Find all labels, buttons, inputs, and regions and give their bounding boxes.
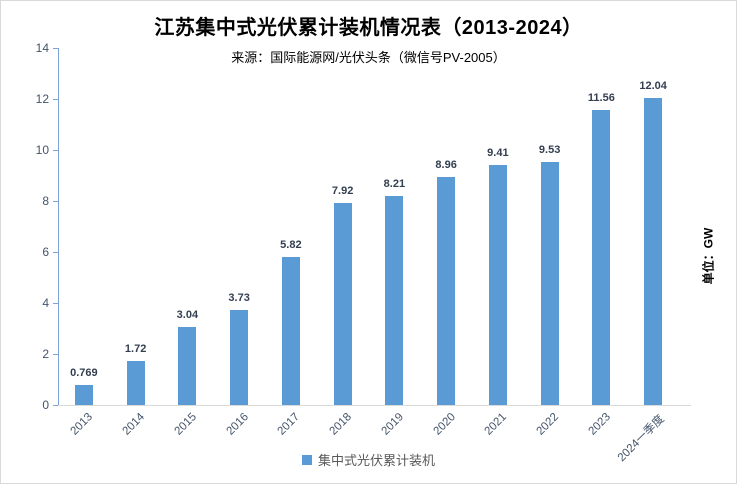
y-tick xyxy=(53,150,58,151)
bar-value-label: 8.96 xyxy=(435,158,457,171)
x-tick-label: 2013 xyxy=(68,411,96,438)
chart-title: 江苏集中式光伏累计装机情况表（2013-2024） xyxy=(154,17,583,39)
y-tick xyxy=(53,303,58,304)
x-tick-label: 2015 xyxy=(172,411,199,438)
y-tick xyxy=(53,48,58,49)
bar-value-label: 9.41 xyxy=(487,147,509,160)
bar xyxy=(592,110,611,405)
legend: 集中式光伏累计装机 xyxy=(1,450,736,469)
x-axis-line xyxy=(58,405,691,406)
y-tick-label: 0 xyxy=(42,398,49,412)
legend-swatch-icon xyxy=(301,454,312,465)
y-tick-label: 2 xyxy=(42,347,49,361)
bar xyxy=(230,309,249,405)
bar-value-label: 12.04 xyxy=(639,79,667,92)
legend-label: 集中式光伏累计装机 xyxy=(317,453,435,468)
bar-value-label: 5.82 xyxy=(280,238,302,251)
bar-value-label: 7.92 xyxy=(331,185,354,198)
bar xyxy=(74,385,93,405)
y-tick-label: 4 xyxy=(42,296,49,310)
y-tick-label: 12 xyxy=(35,92,49,106)
bar xyxy=(126,361,145,405)
bar xyxy=(437,176,456,405)
bar-value-label: 9.53 xyxy=(538,143,561,156)
bar xyxy=(333,203,352,405)
bar-value-label: 3.04 xyxy=(176,309,199,322)
chart-subtitle: 来源：国际能源网/光伏头条（微信号PV-2005） xyxy=(231,50,506,65)
bar xyxy=(281,256,300,405)
bar xyxy=(178,327,197,405)
x-tick-label: 2022 xyxy=(534,411,562,438)
x-tick-label: 2023 xyxy=(586,411,613,438)
bar-value-label: 3.73 xyxy=(228,291,250,304)
bar xyxy=(385,195,404,405)
bar xyxy=(644,97,663,405)
y-tick xyxy=(53,201,58,202)
x-tick-label: 2016 xyxy=(224,411,251,438)
y-axis-line xyxy=(58,48,59,405)
x-tick-label: 2018 xyxy=(327,411,355,438)
x-tick-label: 2017 xyxy=(275,411,303,438)
y-tick-label: 8 xyxy=(42,194,49,208)
bar-value-label: 0.769 xyxy=(70,367,98,380)
y-tick xyxy=(53,99,58,100)
bar-value-label: 8.21 xyxy=(383,177,406,190)
bar-value-label: 11.56 xyxy=(587,92,615,105)
y-tick-label: 10 xyxy=(35,143,49,157)
x-tick-label: 2019 xyxy=(379,411,406,438)
y-tick xyxy=(53,405,58,406)
y-tick xyxy=(53,354,58,355)
y-tick-label: 14 xyxy=(35,41,49,55)
x-tick-label: 2020 xyxy=(431,411,458,438)
x-tick-label: 2021 xyxy=(482,411,510,438)
bar xyxy=(540,161,559,405)
x-tick-label: 2014 xyxy=(120,411,148,438)
bar xyxy=(488,165,507,405)
y-tick-label: 6 xyxy=(42,245,49,259)
bar-value-label: 1.72 xyxy=(124,343,147,356)
y-tick xyxy=(53,252,58,253)
unit-axis-title: 单位：GW xyxy=(701,227,716,285)
